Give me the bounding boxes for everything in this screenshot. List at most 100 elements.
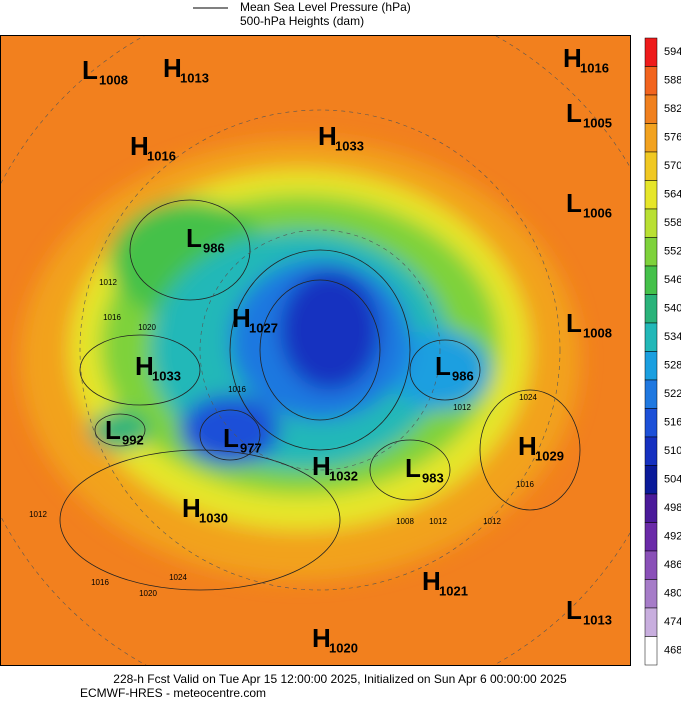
colorbar-label: 534 (664, 331, 681, 343)
colorbar-label: 546 (664, 274, 681, 286)
colorbar-label: 576 (664, 132, 681, 144)
colorbar-label: 552 (664, 246, 681, 258)
colorbar-label: 522 (664, 388, 681, 400)
colorbar-label: 468 (664, 645, 681, 657)
center-value: 1016 (147, 148, 176, 163)
center-value: 1013 (583, 612, 612, 627)
colorbar-box (644, 180, 658, 210)
center-value: 1005 (583, 115, 612, 130)
center-letter: H (163, 53, 182, 83)
footer-text: ECMWF-HRES - meteocentre.com (80, 686, 266, 700)
contour-label: 1016 (103, 313, 121, 322)
colorbar-box (644, 607, 658, 637)
colorbar-label: 516 (664, 417, 681, 429)
colorbar-box (644, 123, 658, 153)
colorbar-box (644, 636, 658, 666)
center-letter: L (566, 308, 582, 338)
center-letter: L (186, 223, 202, 253)
center-letter: L (566, 98, 582, 128)
center-value: 1032 (329, 468, 358, 483)
colorbar-label: 480 (664, 588, 681, 600)
colorbar-box (644, 208, 658, 238)
center-value: 1029 (535, 448, 564, 463)
colorbar-box (644, 436, 658, 466)
colorbar-box (644, 94, 658, 124)
legend-text: 500-hPa Heights (dam) (240, 14, 364, 28)
colorbar-box (644, 550, 658, 580)
center-letter: H (130, 131, 149, 161)
center-letter: H (518, 431, 537, 461)
center-value: 986 (452, 368, 474, 383)
contour-label: 1012 (29, 510, 47, 519)
center-letter: H (312, 451, 331, 481)
contour-label: 1016 (91, 578, 109, 587)
center-letter: H (182, 493, 201, 523)
colorbar-label: 564 (664, 189, 681, 201)
center-letter: L (566, 595, 582, 625)
map-frame (0, 35, 631, 666)
center-letter: H (422, 566, 441, 596)
center-value: 1027 (249, 320, 278, 335)
center-value: 1013 (180, 70, 209, 85)
colorbar-label: 570 (664, 160, 681, 172)
center-value: 1016 (580, 60, 609, 75)
contour-label: 1008 (396, 517, 414, 526)
colorbar-box (644, 465, 658, 495)
colorbar-box (644, 579, 658, 609)
center-value: 1020 (329, 640, 358, 655)
colorbar-label: 492 (664, 531, 681, 543)
center-letter: L (566, 188, 582, 218)
colorbar-box (644, 522, 658, 552)
colorbar-box (644, 265, 658, 295)
center-value: 1008 (99, 72, 128, 87)
colorbar-label: 594 (664, 46, 681, 58)
colorbar-box (644, 294, 658, 324)
legend-text: Mean Sea Level Pressure (hPa) (240, 0, 411, 14)
contour-label: 1024 (169, 573, 187, 582)
colorbar-label: 558 (664, 217, 681, 229)
colorbar-label: 540 (664, 303, 681, 315)
center-value: 1033 (335, 138, 364, 153)
colorbar-label: 588 (664, 75, 681, 87)
colorbar-label: 474 (664, 616, 681, 628)
contour-label: 1024 (519, 393, 537, 402)
colorbar-box (644, 351, 658, 381)
contour-label: 1020 (139, 589, 157, 598)
contour-label: 1012 (483, 517, 501, 526)
center-value: 1006 (583, 205, 612, 220)
colorbar-box (644, 66, 658, 96)
contour-label: 1012 (429, 517, 447, 526)
center-value: 977 (240, 440, 262, 455)
center-value: 983 (422, 470, 444, 485)
center-letter: L (223, 423, 239, 453)
contour-label: 1012 (99, 278, 117, 287)
center-letter: H (318, 121, 337, 151)
center-letter: H (312, 623, 331, 653)
colorbar-label: 582 (664, 103, 681, 115)
colorbar-label: 504 (664, 474, 681, 486)
contour-label: 1016 (516, 480, 534, 489)
colorbar-box (644, 322, 658, 352)
contour-label: 1016 (228, 385, 246, 394)
center-letter: H (563, 43, 582, 73)
colorbar-box (644, 493, 658, 523)
contour-label: 1012 (453, 403, 471, 412)
colorbar-label: 510 (664, 445, 681, 457)
center-letter: H (232, 303, 251, 333)
center-value: 986 (203, 240, 225, 255)
center-letter: L (82, 55, 98, 85)
footer-text: 228-h Fcst Valid on Tue Apr 15 12:00:00 … (113, 672, 567, 686)
center-value: 1030 (199, 510, 228, 525)
colorbar-box (644, 379, 658, 409)
colorbar-label: 498 (664, 502, 681, 514)
center-letter: L (405, 453, 421, 483)
colorbar-label: 528 (664, 360, 681, 372)
colorbar-box (644, 37, 658, 67)
contour-label: 1020 (138, 323, 156, 332)
colorbar-box (644, 151, 658, 181)
center-letter: L (435, 351, 451, 381)
colorbar-label: 486 (664, 559, 681, 571)
colorbar-box (644, 408, 658, 438)
